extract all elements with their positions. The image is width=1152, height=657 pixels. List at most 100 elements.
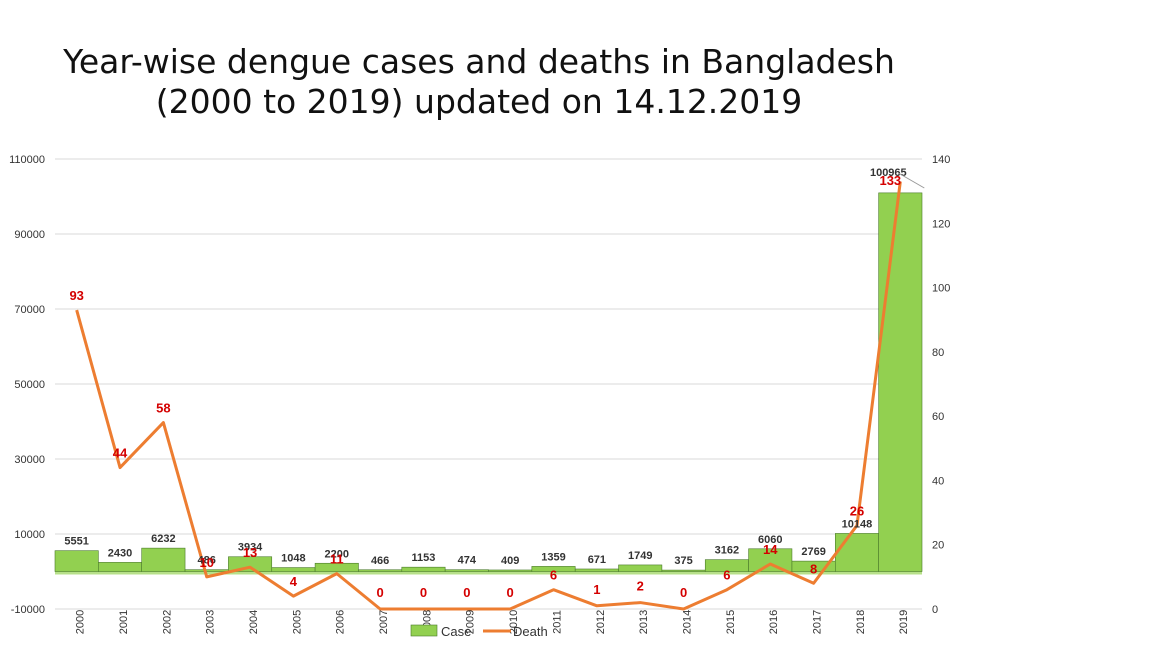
legend-swatch-case <box>410 624 438 637</box>
death-data-label: 0 <box>420 585 427 600</box>
case-label-leader <box>898 172 925 189</box>
y-right-tick-label: 120 <box>932 218 950 230</box>
death-data-label: 6 <box>723 568 730 583</box>
x-tick-label: 2009 <box>465 610 477 634</box>
x-tick-label: 2019 <box>898 610 910 634</box>
death-data-label: 93 <box>69 288 83 303</box>
x-tick-label: 2018 <box>855 610 867 634</box>
bar-case <box>271 567 316 572</box>
y-left-tick-label: -10000 <box>11 604 45 616</box>
x-tick-label: 2001 <box>118 610 130 634</box>
chart-title: Year-wise dengue cases and deaths in Ban… <box>0 42 958 122</box>
x-tick-label: 2002 <box>161 610 173 634</box>
case-data-label: 486 <box>198 555 216 567</box>
case-data-label: 2769 <box>801 546 825 558</box>
x-tick-label: 2005 <box>291 610 303 634</box>
y-right-tick-label: 140 <box>932 154 950 166</box>
x-tick-label: 2011 <box>551 610 563 634</box>
death-data-label: 0 <box>507 585 514 600</box>
bar-case <box>54 550 99 572</box>
death-data-label: 58 <box>156 401 170 416</box>
case-data-label: 2430 <box>108 547 132 559</box>
case-data-label: 10148 <box>842 518 873 530</box>
chart-title-line-1: Year-wise dengue cases and deaths in Ban… <box>63 42 895 81</box>
x-tick-label: 2006 <box>335 610 347 634</box>
y-left-tick-label: 90000 <box>14 229 45 241</box>
x-tick-label: 2004 <box>248 610 260 634</box>
case-data-label: 474 <box>458 555 477 567</box>
case-data-label: 1359 <box>541 551 565 563</box>
y-right-tick-label: 40 <box>932 475 944 487</box>
death-data-label: 4 <box>290 574 298 589</box>
chart-title-line-2: (2000 to 2019) updated on 14.12.2019 <box>155 82 803 121</box>
bar-case <box>574 568 619 572</box>
bar-case <box>488 569 533 572</box>
bar-case <box>228 556 273 572</box>
y-right-tick-label: 60 <box>932 411 944 423</box>
bar-case <box>878 192 923 572</box>
y-right-tick-label: 80 <box>932 347 944 359</box>
death-data-label: 1 <box>593 582 600 597</box>
case-data-label: 466 <box>371 555 389 567</box>
death-data-label: 14 <box>763 542 778 557</box>
death-data-label: 0 <box>680 585 687 600</box>
bar-case <box>401 566 446 572</box>
bar-case <box>314 562 359 572</box>
x-tick-label: 2000 <box>75 610 87 634</box>
death-data-label: 0 <box>463 585 470 600</box>
case-data-label: 6232 <box>151 533 175 545</box>
x-tick-label: 2003 <box>205 610 217 634</box>
y-right-tick-label: 100 <box>932 283 950 295</box>
y-left-tick-label: 10000 <box>14 529 45 541</box>
case-data-label: 3162 <box>715 545 739 557</box>
bar-case <box>98 562 142 572</box>
bar-case <box>661 569 706 572</box>
death-data-label: 13 <box>243 545 257 560</box>
case-data-label: 375 <box>674 555 692 567</box>
x-tick-label: 2013 <box>638 610 650 634</box>
bar-case <box>184 569 229 572</box>
case-data-label: 2200 <box>325 548 349 560</box>
case-data-label: 671 <box>588 554 606 566</box>
x-tick-label: 2012 <box>595 610 607 634</box>
case-data-label: 6060 <box>758 534 782 546</box>
death-data-label: 44 <box>113 446 128 461</box>
death-data-label: 6 <box>550 568 557 583</box>
bar-case <box>358 569 403 572</box>
bar-case <box>618 564 663 572</box>
death-data-label: 11 <box>330 552 344 567</box>
case-data-label: 1749 <box>628 550 652 562</box>
y-right-tick-label: 0 <box>932 604 938 616</box>
zero-baseline <box>55 570 922 575</box>
x-tick-label: 2010 <box>508 610 520 634</box>
y-left-tick-label: 30000 <box>14 454 45 466</box>
y-left-tick-label: 110000 <box>9 154 45 166</box>
case-data-label: 3934 <box>238 542 263 554</box>
case-data-label: 100965 <box>870 167 907 179</box>
case-data-label: 5551 <box>64 536 88 548</box>
bar-case <box>748 548 793 572</box>
death-data-label: 133 <box>879 173 901 188</box>
line-death <box>75 181 902 611</box>
bar-case <box>444 569 489 572</box>
death-data-label: 2 <box>637 579 644 594</box>
x-tick-label: 2017 <box>812 610 824 634</box>
death-data-label: 8 <box>810 561 817 576</box>
bar-case <box>141 547 186 572</box>
y-left-tick-label: 70000 <box>14 304 45 316</box>
x-tick-label: 2007 <box>378 610 390 634</box>
case-data-label: 409 <box>501 555 519 567</box>
x-tick-label: 2015 <box>725 610 737 634</box>
y-right-tick-label: 20 <box>932 540 944 552</box>
bar-case <box>834 533 879 572</box>
death-data-label: 0 <box>377 585 384 600</box>
death-data-label: 10 <box>199 555 213 570</box>
case-data-label: 1153 <box>412 552 436 564</box>
legend-label-death: Death <box>513 624 548 639</box>
x-tick-label: 2016 <box>768 610 780 634</box>
death-data-label: 26 <box>850 503 864 518</box>
x-tick-label: 2014 <box>681 610 693 634</box>
legend-label-case: Case <box>441 624 471 639</box>
y-left-tick-label: 50000 <box>14 379 45 391</box>
